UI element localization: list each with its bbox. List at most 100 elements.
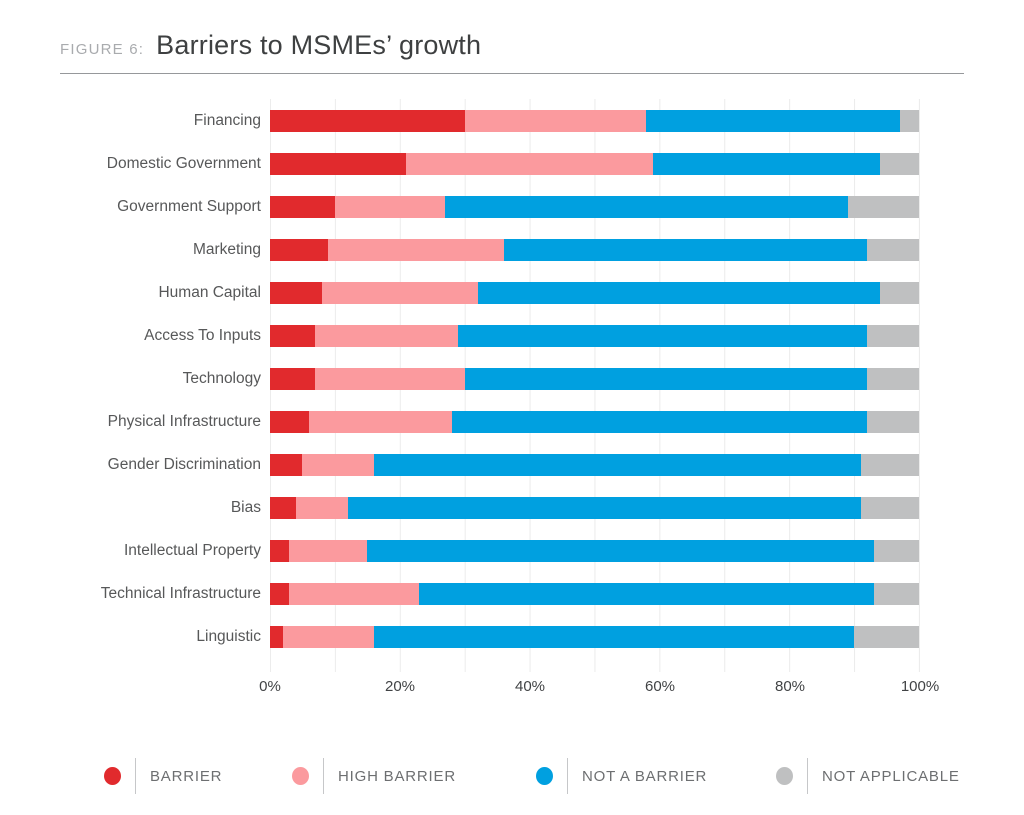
bar-segment-barrier bbox=[270, 195, 335, 218]
legend-item-barrier: BARRIER bbox=[104, 756, 222, 796]
bar-segment-high-barrier bbox=[295, 496, 348, 519]
bar-segment-high-barrier bbox=[321, 281, 478, 304]
bar-segment-not-applicable bbox=[847, 195, 919, 218]
bar-row bbox=[270, 99, 919, 142]
legend-label: HIGH BARRIER bbox=[338, 767, 456, 785]
bar-segment-barrier bbox=[270, 152, 407, 175]
x-tick-label: 40% bbox=[514, 678, 546, 695]
category-label: Financing bbox=[193, 111, 261, 129]
bar-segment-barrier bbox=[270, 238, 329, 261]
bar-segment-high-barrier bbox=[334, 195, 446, 218]
bar-segment-not-applicable bbox=[880, 281, 919, 304]
bar-segment-not-a-barrier bbox=[367, 539, 874, 562]
bar-segment-not-a-barrier bbox=[646, 109, 900, 132]
category-label: Gender Discrimination bbox=[107, 455, 261, 473]
stacked-bar bbox=[270, 410, 919, 433]
category-label: Human Capital bbox=[158, 283, 261, 301]
bar-row bbox=[270, 357, 919, 400]
category-label: Technology bbox=[182, 369, 261, 387]
stacked-bar bbox=[270, 324, 919, 347]
legend-label: NOT APPLICABLE bbox=[822, 767, 960, 785]
bar-row bbox=[270, 615, 919, 658]
bar-segment-not-a-barrier bbox=[419, 582, 874, 605]
bar-segment-barrier bbox=[270, 453, 303, 476]
bar-row bbox=[270, 185, 919, 228]
bar-segment-not-applicable bbox=[854, 625, 919, 648]
legend-divider bbox=[807, 758, 808, 794]
category-label: Domestic Government bbox=[106, 154, 261, 172]
chart-legend: BARRIER HIGH BARRIER NOT A BARRIER NOT APPL… bbox=[60, 756, 964, 798]
legend-divider bbox=[323, 758, 324, 794]
bar-row bbox=[270, 271, 919, 314]
category-label: Technical Infrastructure bbox=[100, 584, 261, 602]
bar-segment-high-barrier bbox=[328, 238, 504, 261]
legend-dot-icon bbox=[292, 767, 309, 785]
bar-segment-not-applicable bbox=[867, 238, 919, 261]
category-label: Linguistic bbox=[196, 627, 261, 645]
x-tick-label: 20% bbox=[384, 678, 416, 695]
bar-segment-not-applicable bbox=[867, 367, 919, 390]
legend-label: NOT A BARRIER bbox=[582, 767, 708, 785]
legend-dot-icon bbox=[104, 767, 121, 785]
category-label: Marketing bbox=[192, 240, 261, 258]
figure-number-label: FIGURE 6: bbox=[60, 41, 145, 58]
bar-segment-not-a-barrier bbox=[464, 367, 868, 390]
page-title: Barriers to MSMEs’ growth bbox=[156, 30, 482, 60]
bar-segment-not-applicable bbox=[880, 152, 919, 175]
category-label: Bias bbox=[230, 498, 261, 516]
bar-segment-high-barrier bbox=[464, 109, 647, 132]
bar-row bbox=[270, 314, 919, 357]
bar-segment-high-barrier bbox=[289, 539, 368, 562]
bar-segment-not-a-barrier bbox=[503, 238, 868, 261]
x-axis: 0% 20% 40% 60% 80% 100% bbox=[259, 678, 939, 704]
bar-segment-high-barrier bbox=[302, 453, 374, 476]
stacked-bar bbox=[270, 367, 919, 390]
category-label: Intellectual Property bbox=[124, 541, 261, 559]
category-label: Physical Infrastructure bbox=[107, 412, 261, 430]
bar-segment-barrier bbox=[270, 410, 309, 433]
bar-segment-not-applicable bbox=[867, 410, 919, 433]
legend-dot-icon bbox=[536, 767, 553, 785]
stacked-bar bbox=[270, 195, 919, 218]
bar-segment-not-a-barrier bbox=[652, 152, 881, 175]
bar-row bbox=[270, 529, 919, 572]
bar-segment-not-a-barrier bbox=[347, 496, 861, 519]
x-tick-label: 80% bbox=[774, 678, 806, 695]
x-tick-label: 100% bbox=[900, 678, 940, 695]
plot-area bbox=[270, 99, 920, 672]
bar-segment-not-a-barrier bbox=[373, 625, 855, 648]
bar-segment-barrier bbox=[270, 496, 296, 519]
x-tick-label: 0% bbox=[259, 678, 281, 695]
legend-divider bbox=[135, 758, 136, 794]
legend-item-not-a-barrier: NOT A BARRIER bbox=[536, 756, 707, 796]
bar-segment-barrier bbox=[270, 367, 316, 390]
category-label: Access To Inputs bbox=[144, 326, 261, 344]
stacked-bar bbox=[270, 625, 919, 648]
bar-segment-barrier bbox=[270, 582, 290, 605]
stacked-bar bbox=[270, 238, 919, 261]
bar-segment-not-applicable bbox=[867, 324, 919, 347]
bar-segment-high-barrier bbox=[406, 152, 653, 175]
stacked-bar bbox=[270, 109, 919, 132]
bar-segment-high-barrier bbox=[289, 582, 420, 605]
header-divider bbox=[60, 73, 964, 74]
bar-segment-not-applicable bbox=[899, 109, 919, 132]
bar-segment-not-a-barrier bbox=[445, 195, 848, 218]
bar-segment-high-barrier bbox=[315, 367, 465, 390]
category-label: Government Support bbox=[117, 197, 261, 215]
legend-item-not-applicable: NOT APPLICABLE bbox=[776, 756, 960, 796]
bar-segment-barrier bbox=[270, 539, 290, 562]
bar-segment-barrier bbox=[270, 324, 316, 347]
bar-row bbox=[270, 400, 919, 443]
bar-segment-not-a-barrier bbox=[477, 281, 881, 304]
bar-segment-barrier bbox=[270, 109, 465, 132]
bar-row bbox=[270, 228, 919, 271]
bar-segment-not-a-barrier bbox=[451, 410, 868, 433]
stacked-bar bbox=[270, 582, 919, 605]
stacked-bar bbox=[270, 152, 919, 175]
stacked-bar bbox=[270, 496, 919, 519]
stacked-bar bbox=[270, 281, 919, 304]
legend-item-high-barrier: HIGH BARRIER bbox=[292, 756, 456, 796]
bar-segment-not-applicable bbox=[873, 582, 919, 605]
